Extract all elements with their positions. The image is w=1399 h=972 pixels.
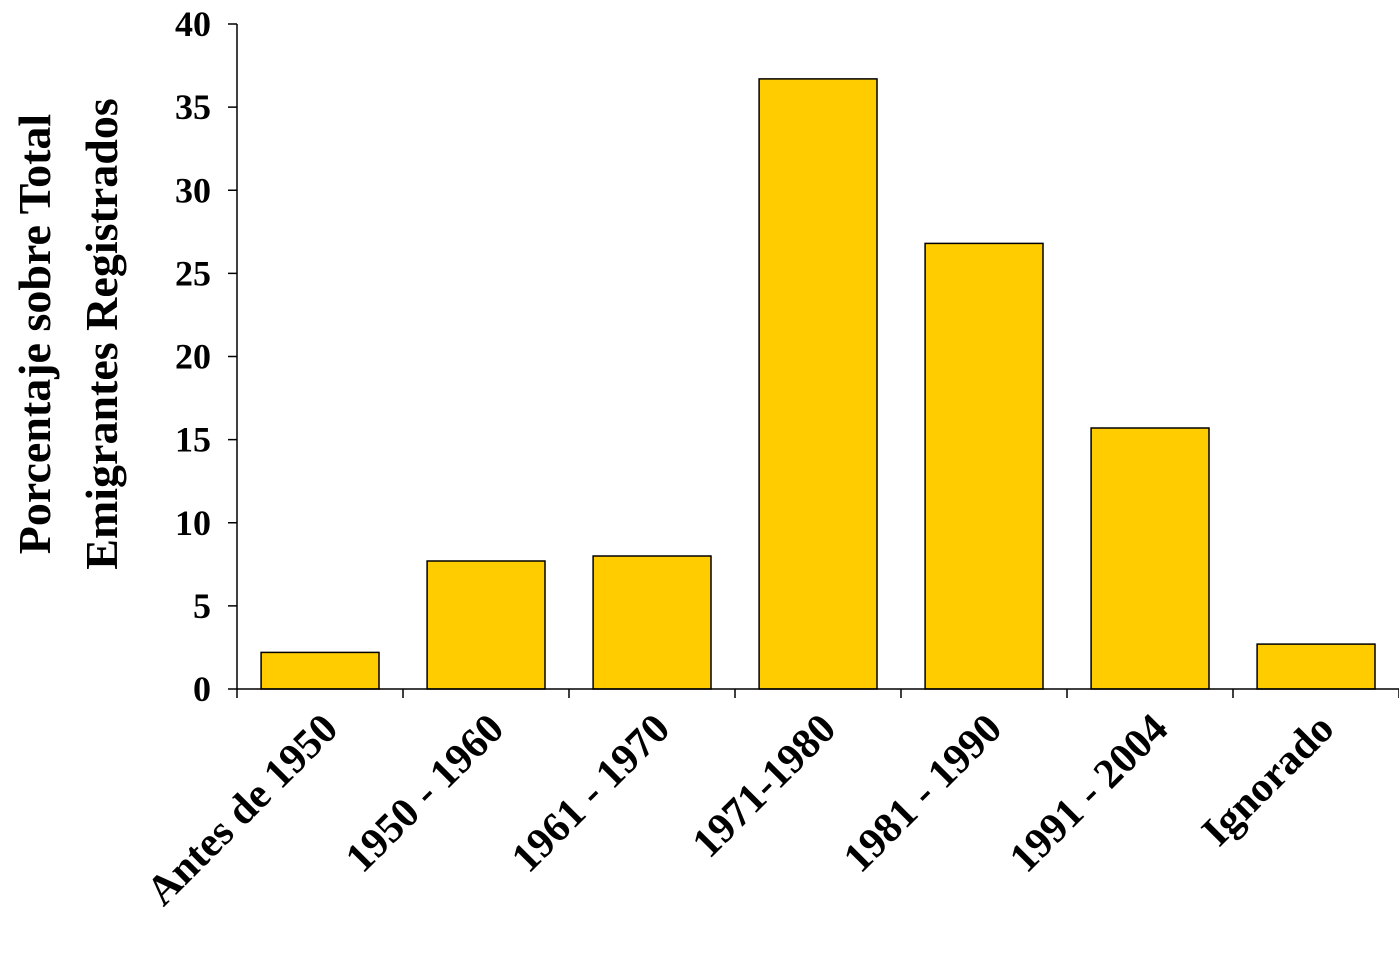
y-tick-label-2: 10 bbox=[175, 503, 211, 543]
y-tick-label-6: 30 bbox=[175, 170, 211, 210]
y-axis-title-line-1: Porcentaje sobre Total bbox=[9, 114, 60, 554]
x-category-label-0: Antes de 1950 bbox=[138, 706, 347, 915]
y-tick-label-8: 40 bbox=[175, 4, 211, 44]
y-tick-label-0: 0 bbox=[193, 669, 211, 709]
bar-0 bbox=[260, 651, 380, 690]
x-category-label-3: 1971-1980 bbox=[684, 706, 845, 867]
x-category-label-2: 1961 - 1970 bbox=[503, 706, 679, 882]
x-category-label-6: Ignorado bbox=[1193, 706, 1343, 856]
bar-6 bbox=[1256, 643, 1376, 690]
bar-4 bbox=[924, 242, 1044, 690]
y-axis: 0 5 10 15 20 25 30 35 40 bbox=[175, 4, 238, 709]
y-tick-label-3: 15 bbox=[175, 420, 211, 460]
bar-3 bbox=[758, 78, 878, 690]
bar-2 bbox=[592, 555, 712, 690]
y-axis-title-line-2: Emigrantes Registrados bbox=[76, 98, 127, 569]
y-tick-label-1: 5 bbox=[193, 586, 211, 626]
y-axis-title: Porcentaje sobre Total Emigrantes Regist… bbox=[9, 98, 127, 569]
x-category-label-4: 1981 - 1990 bbox=[835, 706, 1011, 882]
bars-group bbox=[260, 78, 1376, 690]
y-tick-label-5: 25 bbox=[175, 253, 211, 293]
y-tick-label-7: 35 bbox=[175, 87, 211, 127]
y-tick-label-4: 20 bbox=[175, 337, 211, 377]
x-category-label-1: 1950 - 1960 bbox=[337, 706, 513, 882]
x-category-label-5: 1991 - 2004 bbox=[1001, 706, 1177, 882]
bar-1 bbox=[426, 560, 546, 690]
bar-5 bbox=[1090, 427, 1210, 690]
